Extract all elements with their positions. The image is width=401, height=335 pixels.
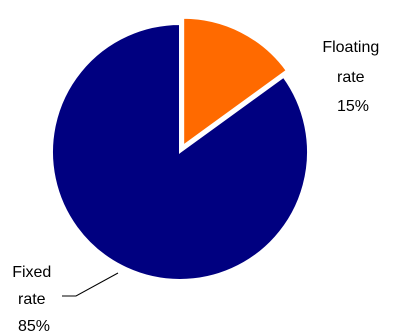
leader-line-fixed-rate bbox=[62, 272, 119, 297]
label-fixed-value: 85% bbox=[18, 318, 50, 335]
slice-fixed-rate bbox=[51, 22, 309, 281]
label-floating-line-1: Floating bbox=[322, 39, 379, 56]
label-floating-value: 15% bbox=[337, 98, 369, 115]
label-fixed-line-2: rate bbox=[18, 291, 46, 308]
label-fixed-rate: Fixed rate 85% bbox=[12, 264, 56, 335]
label-fixed-line-1: Fixed bbox=[12, 264, 51, 281]
label-floating-rate: Floating rate 15% bbox=[322, 39, 383, 115]
slice-floating-rate bbox=[182, 16, 289, 148]
label-floating-line-2: rate bbox=[337, 69, 365, 86]
